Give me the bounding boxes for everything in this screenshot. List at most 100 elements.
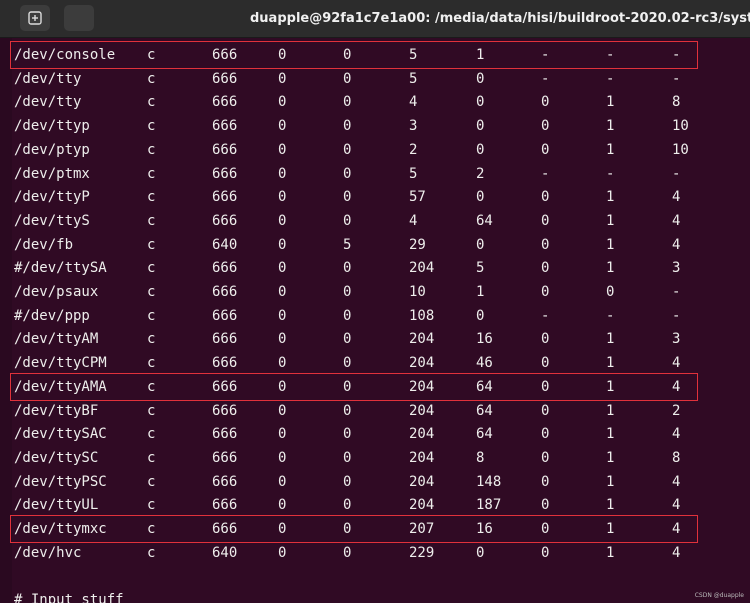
device-field: c bbox=[147, 426, 156, 443]
device-field: 1 bbox=[606, 260, 615, 277]
device-path: /dev/ptmx bbox=[14, 165, 90, 182]
device-field: 0 bbox=[343, 307, 352, 324]
device-path: /dev/psaux bbox=[14, 284, 99, 300]
device-field: 10 bbox=[409, 284, 426, 300]
terminal-footer: # Input stuff bbox=[14, 592, 124, 603]
device-field: 0 bbox=[541, 497, 550, 514]
device-field: - bbox=[672, 284, 681, 300]
device-field: 0 bbox=[278, 307, 287, 324]
device-field: - bbox=[672, 47, 681, 63]
device-field: c bbox=[147, 307, 156, 324]
device-field: 0 bbox=[343, 544, 352, 561]
device-field: 0 bbox=[278, 355, 287, 372]
device-field: 204 bbox=[409, 449, 435, 466]
device-field: 0 bbox=[278, 189, 287, 206]
device-field: 0 bbox=[476, 141, 485, 158]
device-field: 0 bbox=[343, 94, 352, 111]
device-field: 0 bbox=[278, 47, 287, 63]
device-field: 666 bbox=[212, 212, 238, 229]
device-field: 1 bbox=[476, 284, 485, 300]
device-field: 5 bbox=[409, 70, 418, 87]
highlight-box bbox=[10, 41, 698, 69]
device-field: 4 bbox=[672, 544, 681, 561]
device-field: 5 bbox=[409, 47, 418, 63]
device-field: 0 bbox=[541, 378, 550, 395]
device-field: 108 bbox=[409, 307, 435, 324]
device-field: 0 bbox=[278, 118, 287, 135]
device-field: 0 bbox=[541, 402, 550, 419]
device-path: /dev/tty bbox=[14, 70, 82, 87]
device-field: 666 bbox=[212, 402, 238, 419]
device-path: #/dev/ttySA bbox=[14, 260, 107, 277]
device-path: /dev/console bbox=[14, 47, 116, 63]
device-field: 204 bbox=[409, 355, 435, 372]
device-field: 666 bbox=[212, 378, 238, 395]
device-field: c bbox=[147, 70, 156, 87]
device-field: 0 bbox=[476, 307, 485, 324]
device-path: /dev/ttymxc bbox=[14, 521, 107, 537]
device-field: 204 bbox=[409, 402, 435, 419]
device-field: - bbox=[541, 70, 550, 87]
device-field: - bbox=[606, 47, 615, 63]
device-field: 640 bbox=[212, 544, 238, 561]
device-field: 16 bbox=[476, 331, 493, 348]
device-field: 0 bbox=[476, 70, 485, 87]
device-field: 1 bbox=[606, 236, 615, 253]
device-path: /dev/ttyPSC bbox=[14, 473, 107, 490]
device-field: - bbox=[541, 165, 550, 182]
device-field: 0 bbox=[476, 544, 485, 561]
device-field: 5 bbox=[409, 165, 418, 182]
device-field: 1 bbox=[476, 47, 485, 63]
device-field: 0 bbox=[541, 141, 550, 158]
device-field: 8 bbox=[672, 94, 681, 111]
device-path: /dev/fb bbox=[14, 236, 74, 253]
device-field: 0 bbox=[278, 165, 287, 182]
background-window-edge bbox=[0, 38, 12, 603]
device-path: /dev/ttySC bbox=[14, 449, 99, 466]
device-field: 666 bbox=[212, 260, 238, 277]
device-field: 1 bbox=[606, 544, 615, 561]
device-path: #/dev/ppp bbox=[14, 307, 90, 324]
device-field: 1 bbox=[606, 189, 615, 206]
device-field: 4 bbox=[672, 378, 681, 395]
new-tab-button[interactable] bbox=[20, 5, 50, 31]
device-field: 0 bbox=[278, 236, 287, 253]
device-field: 1 bbox=[606, 521, 615, 537]
device-field: c bbox=[147, 331, 156, 348]
device-field: 1 bbox=[606, 141, 615, 158]
highlight-box bbox=[10, 372, 698, 401]
device-field: 666 bbox=[212, 189, 238, 206]
device-field: 1 bbox=[606, 402, 615, 419]
device-field: 0 bbox=[476, 118, 485, 135]
device-field: 0 bbox=[278, 521, 287, 537]
device-field: 0 bbox=[278, 402, 287, 419]
device-field: 666 bbox=[212, 118, 238, 135]
device-field: 0 bbox=[541, 284, 550, 300]
device-field: c bbox=[147, 94, 156, 111]
device-field: 0 bbox=[343, 118, 352, 135]
device-field: 0 bbox=[278, 141, 287, 158]
device-field: 0 bbox=[476, 236, 485, 253]
device-field: 4 bbox=[409, 94, 418, 111]
device-field: 2 bbox=[476, 165, 485, 182]
device-field: 204 bbox=[409, 260, 435, 277]
device-field: 2 bbox=[409, 141, 418, 158]
device-field: 0 bbox=[343, 141, 352, 158]
device-field: 666 bbox=[212, 355, 238, 372]
device-field: 666 bbox=[212, 141, 238, 158]
device-field: c bbox=[147, 141, 156, 158]
device-field: 5 bbox=[343, 236, 352, 253]
device-field: 666 bbox=[212, 284, 238, 300]
device-field: 148 bbox=[476, 473, 502, 490]
device-field: c bbox=[147, 402, 156, 419]
device-field: 0 bbox=[476, 189, 485, 206]
device-field: - bbox=[672, 70, 681, 87]
device-field: 0 bbox=[278, 331, 287, 348]
device-field: 204 bbox=[409, 497, 435, 514]
device-field: 204 bbox=[409, 426, 435, 443]
device-field: 0 bbox=[278, 544, 287, 561]
device-field: - bbox=[606, 307, 615, 324]
device-field: - bbox=[672, 165, 681, 182]
device-field: 0 bbox=[541, 331, 550, 348]
menu-button[interactable] bbox=[64, 5, 94, 31]
